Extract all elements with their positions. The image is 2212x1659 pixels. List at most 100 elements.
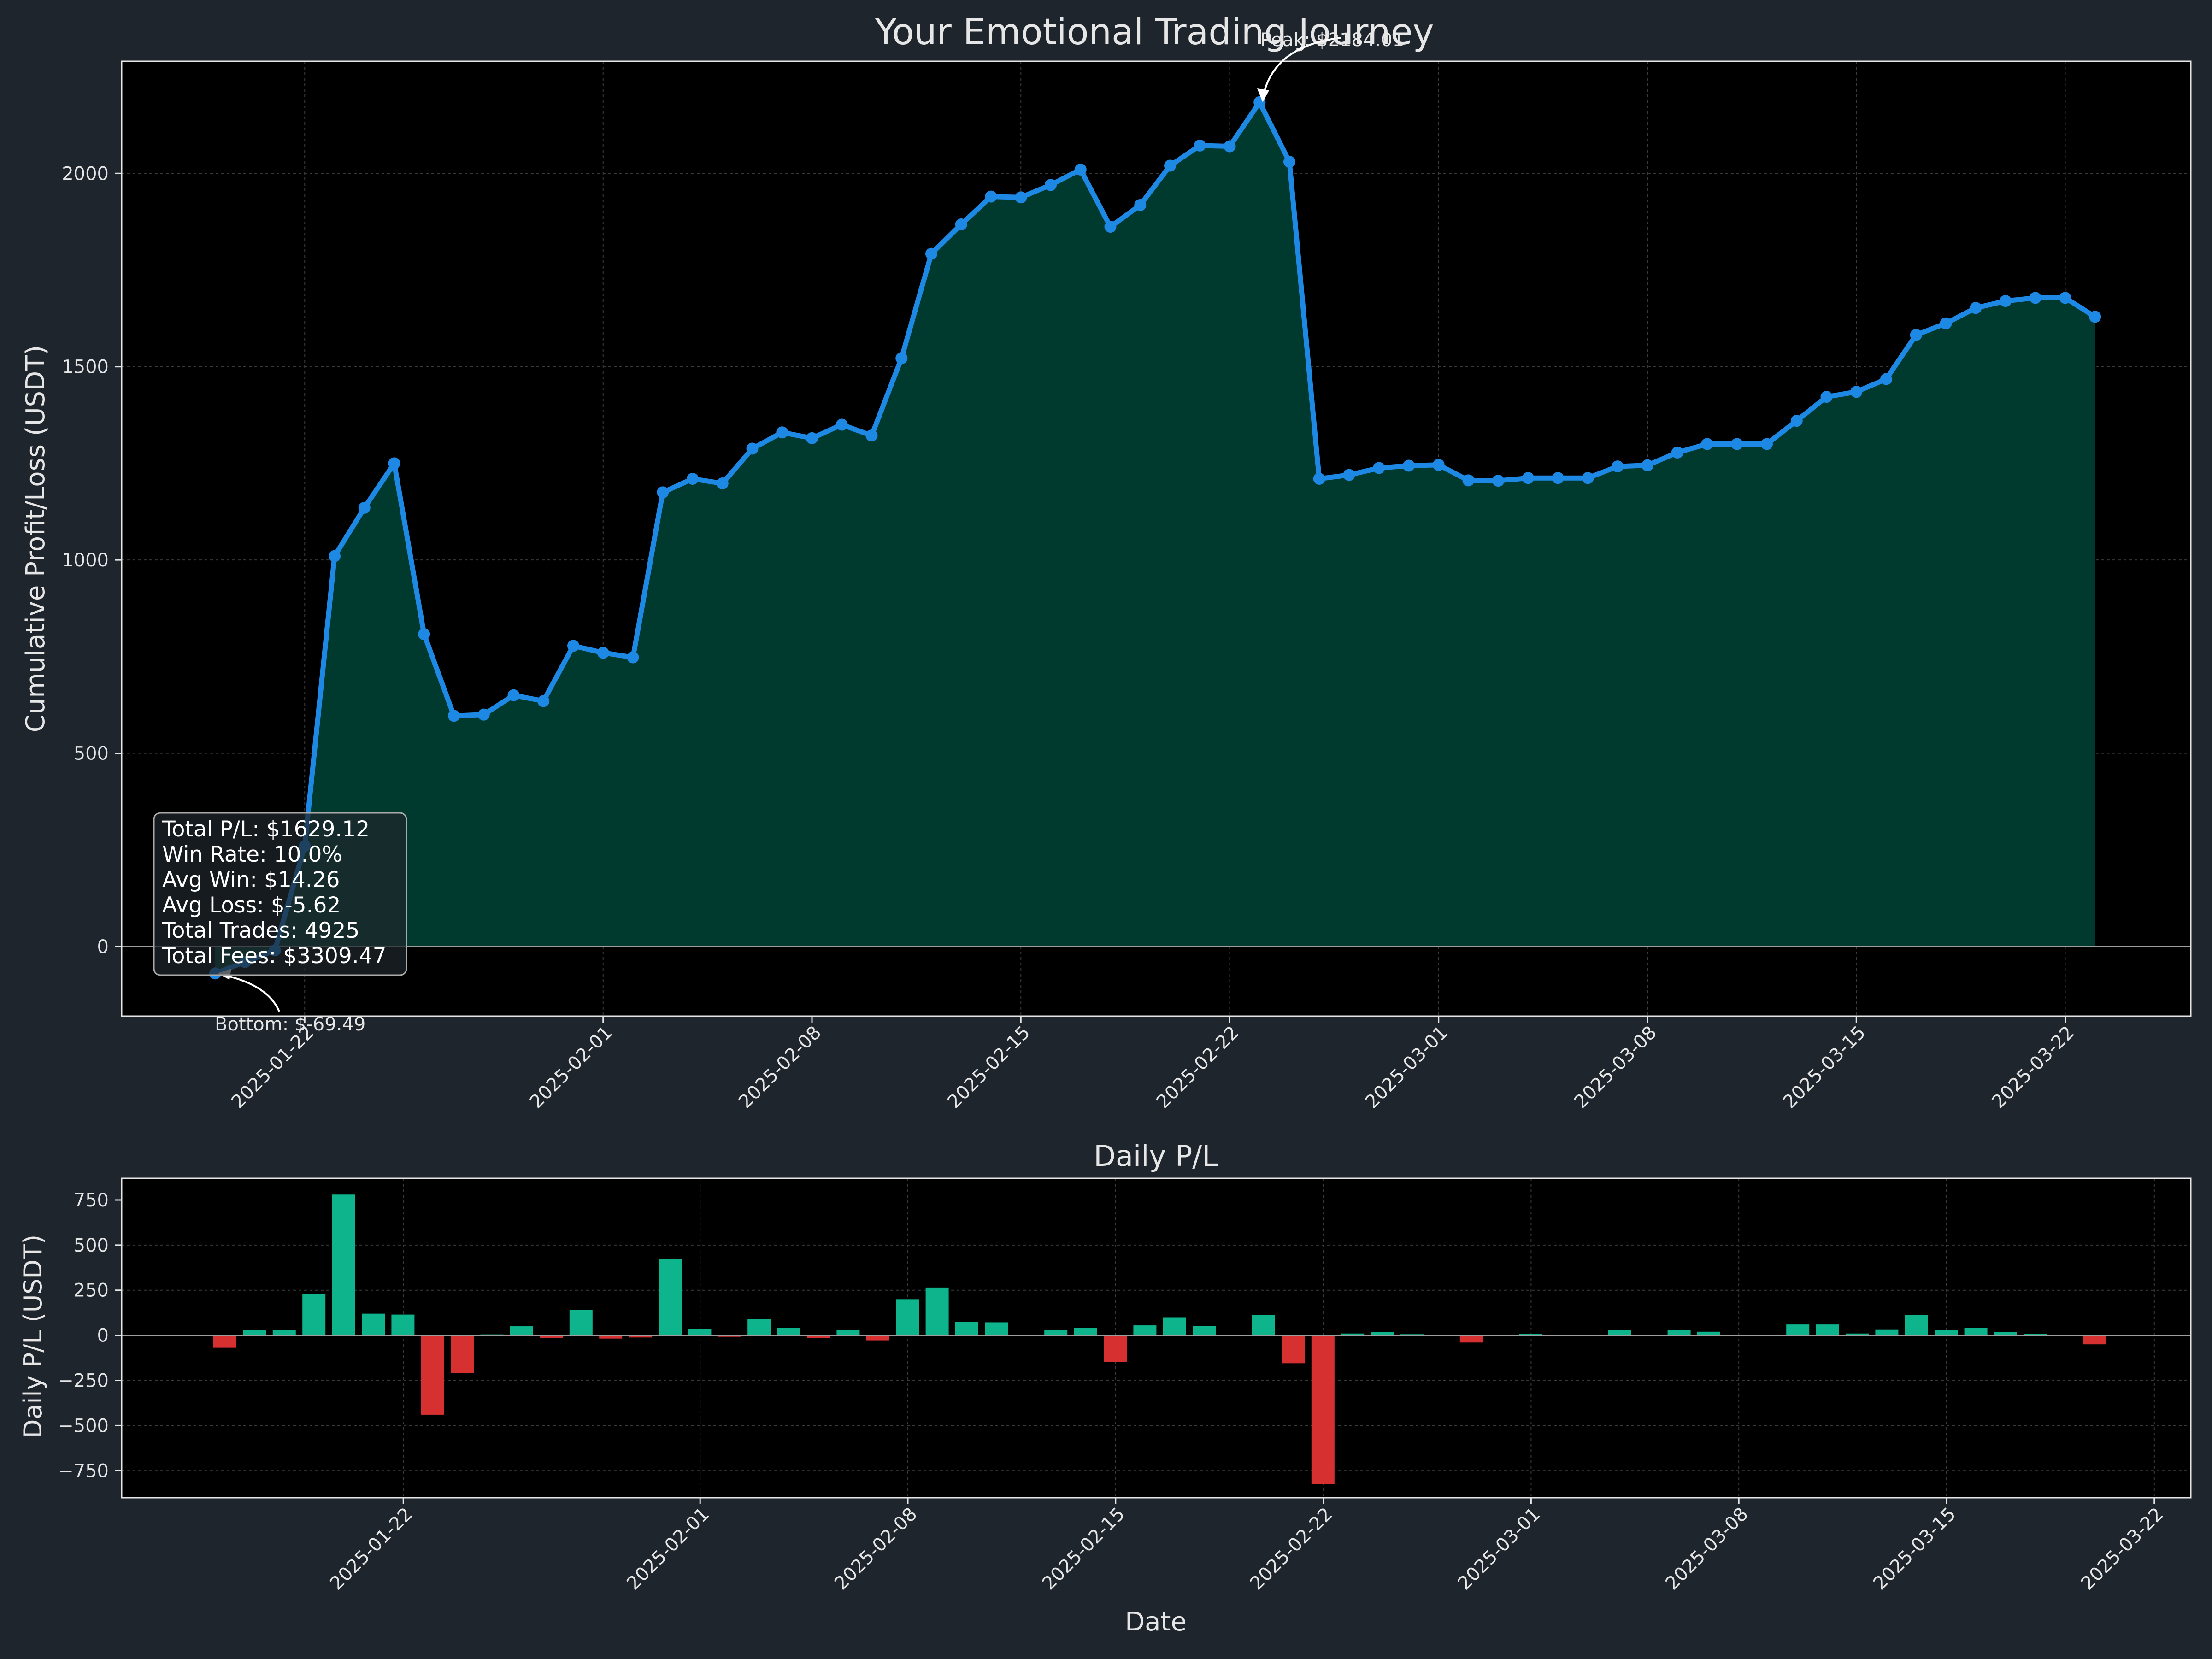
peak-arrow (1262, 37, 1341, 100)
cumulative-point (1641, 459, 1653, 471)
daily-pl-bar (1964, 1328, 1988, 1335)
cumulative-point (1940, 317, 1952, 329)
cumulative-point (1552, 472, 1564, 484)
daily-pl-bar (1193, 1326, 1216, 1335)
cumulative-point (448, 710, 460, 722)
cumulative-point (1194, 139, 1206, 152)
cumulative-point (865, 429, 878, 442)
daily-pl-bar (1608, 1330, 1631, 1335)
cumulative-point (2089, 311, 2101, 323)
cumulative-point (1164, 159, 1176, 172)
cumulative-point (1104, 221, 1117, 233)
cumulative-point (657, 486, 669, 499)
daily-pl-bar (2083, 1335, 2106, 1345)
cumulative-point (1761, 438, 1773, 450)
stat-avg-win: Avg Win: $14.26 (162, 867, 340, 893)
cumulative-point (1820, 391, 1833, 403)
cumulative-point (1403, 459, 1415, 472)
bottom-y-tick-label: −250 (58, 1371, 109, 1392)
cumulative-point (716, 477, 729, 490)
top-y-tick-label: 0 (97, 936, 109, 958)
cumulative-point (985, 190, 997, 203)
daily-pl-bar (1459, 1335, 1483, 1343)
top-y-axis-label: Cumulative Profit/Loss (USDT) (21, 345, 51, 733)
daily-pl-bar (451, 1335, 474, 1373)
daily-pl-bar (362, 1313, 385, 1335)
daily-pl-bar (391, 1314, 415, 1335)
bottom-axes-frame (121, 1177, 2192, 1499)
cumulative-point (806, 432, 818, 444)
daily-pl-bar (1074, 1328, 1097, 1335)
cumulative-point (1790, 415, 1803, 427)
daily-pl-bar (688, 1329, 712, 1335)
cumulative-point (358, 501, 371, 514)
daily-pl-bar (421, 1335, 444, 1415)
cumulative-point (1582, 472, 1594, 484)
top-axes-frame (121, 60, 2192, 1017)
cumulative-point (477, 708, 490, 721)
cumulative-point (1522, 472, 1534, 484)
daily-pl-bar (332, 1194, 355, 1335)
bottom-y-tick-label: 750 (74, 1190, 109, 1211)
daily-pl-bar (955, 1322, 978, 1335)
daily-pl-bar (1667, 1330, 1691, 1335)
cumulative-point (329, 550, 341, 562)
daily-pl-bar (569, 1310, 593, 1335)
daily-pl-bar (1282, 1335, 1305, 1364)
daily-pl-bar (510, 1326, 533, 1335)
daily-pl-bar (1994, 1332, 2017, 1335)
stats-box: Total P/L: $1629.12 Win Rate: 10.0% Avg … (153, 812, 407, 976)
stat-avg-loss: Avg Loss: $-5.62 (162, 893, 341, 918)
cumulative-point (1343, 469, 1355, 481)
cumulative-point (1850, 386, 1863, 398)
daily-pl-bar (213, 1335, 236, 1348)
daily-pl-bar (1816, 1324, 1839, 1335)
stat-win-rate: Win Rate: 10.0% (162, 842, 342, 867)
daily-pl-bar (659, 1259, 682, 1335)
stat-total-pl: Total P/L: $1629.12 (162, 817, 370, 842)
daily-pl-bars (213, 1194, 2106, 1484)
cumulative-point (1462, 474, 1475, 487)
cumulative-point (2029, 292, 2041, 304)
bottom-y-tick-label: 500 (74, 1235, 109, 1256)
top-y-tick-label: 1000 (62, 550, 109, 571)
daily-pl-bar (1163, 1317, 1186, 1335)
daily-pl-bar (925, 1287, 949, 1335)
daily-pl-title: Daily P/L (1094, 1139, 1218, 1173)
daily-pl-bar (807, 1335, 830, 1338)
cumulative-point (1701, 438, 1713, 450)
cumulative-point (1283, 156, 1295, 168)
daily-pl-bar (1697, 1331, 1720, 1335)
cumulative-point (776, 426, 788, 439)
cumulative-point (388, 457, 400, 470)
top-y-tick-label: 1500 (62, 357, 109, 378)
cumulative-point (1880, 373, 1892, 385)
cumulative-point (1373, 462, 1385, 474)
daily-pl-bar (1905, 1315, 1928, 1335)
daily-pl-bar (599, 1335, 623, 1339)
cumulative-point (2000, 295, 2012, 307)
daily-pl-bar (1104, 1335, 1127, 1362)
daily-pl-bar (2024, 1334, 2047, 1335)
daily-pl-bar (272, 1330, 296, 1335)
cumulative-area-fill (215, 102, 2095, 974)
bottom-y-tick-label: −500 (58, 1415, 109, 1436)
cumulative-point (1015, 191, 1027, 204)
stat-total-fees: Total Fees: $3309.47 (162, 943, 387, 969)
cumulative-point (537, 695, 550, 707)
top-y-tick-label: 500 (74, 743, 109, 765)
daily-pl-bar (985, 1322, 1008, 1335)
daily-pl-bar (1311, 1335, 1335, 1484)
cumulative-point (1671, 446, 1683, 459)
daily-pl-bar (1341, 1333, 1365, 1335)
bottom-arrow (221, 974, 280, 1012)
daily-pl-bar (629, 1335, 652, 1338)
cumulative-point (1134, 199, 1147, 212)
bottom-annotation: Bottom: $-69.49 (215, 1014, 365, 1035)
daily-pl-bar (540, 1335, 563, 1338)
cumulative-point (1074, 163, 1087, 176)
cumulative-point (835, 418, 848, 431)
daily-pl-bar (866, 1335, 889, 1341)
daily-pl-bar (302, 1294, 326, 1335)
